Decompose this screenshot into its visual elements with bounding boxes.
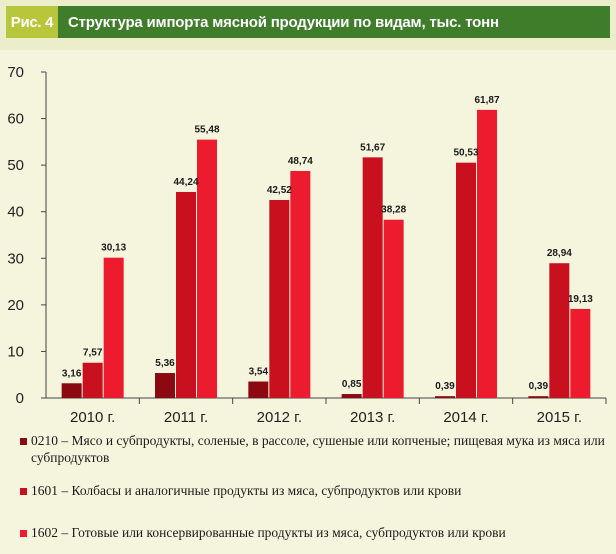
bar-2-5 bbox=[456, 162, 476, 398]
data-label: 0,85 bbox=[342, 379, 362, 390]
data-label: 50,53 bbox=[453, 148, 478, 159]
x-category-label: 2010 г. bbox=[70, 409, 115, 426]
legend-item-1601: 1601 – Колбасы и аналогичные продукты из… bbox=[20, 482, 461, 499]
data-label: 61,87 bbox=[474, 95, 499, 106]
bar-chart: 0 10 20 30 40 50 60 70 2010 г. 2011 г. 2012 г. 2013… bbox=[7, 64, 607, 426]
chart-data-labels: 3,167,57 30,13 5,36 44,24 55,48 3,54 42,52 48,7… bbox=[62, 95, 593, 392]
bar-2-2 bbox=[176, 191, 196, 398]
bar-1-2 bbox=[155, 373, 175, 398]
y-tick-label: 0 bbox=[16, 390, 24, 407]
legend-swatch-1602 bbox=[20, 530, 27, 537]
y-tick-label: 40 bbox=[7, 204, 24, 221]
data-label: 5,36 bbox=[155, 358, 175, 369]
data-label: 51,67 bbox=[360, 142, 385, 153]
bar-1-5 bbox=[435, 396, 455, 398]
data-label: 30,13 bbox=[101, 243, 126, 254]
bar-3-4 bbox=[383, 219, 404, 398]
bar-3-3 bbox=[290, 171, 311, 398]
y-tick-label: 20 bbox=[7, 297, 24, 314]
legend-label-0210: 0210 – Мясо и субпродукты, соленые, в ра… bbox=[31, 433, 605, 465]
x-category-label: 2012 г. bbox=[257, 409, 302, 426]
y-tick-label: 30 bbox=[7, 250, 24, 267]
x-category-label: 2011 г. bbox=[164, 409, 208, 426]
bar-1-3 bbox=[248, 381, 269, 398]
data-label: 38,28 bbox=[381, 205, 406, 216]
legend-swatch-1601 bbox=[20, 488, 27, 495]
data-label: 28,94 bbox=[547, 248, 572, 259]
data-label: 48,74 bbox=[288, 156, 313, 167]
bar-3-2 bbox=[197, 139, 217, 399]
bar-2-1 bbox=[82, 362, 103, 398]
figure-number-badge: Рис. 4 bbox=[6, 6, 58, 38]
legend-item-0210: 0210 – Мясо и субпродукты, соленые, в ра… bbox=[20, 432, 610, 466]
chart-axes: 0 10 20 30 40 50 60 70 2010 г. 2011 г. 2012 г. 2013… bbox=[7, 64, 607, 426]
bar-1-6 bbox=[528, 396, 549, 398]
data-label: 3,54 bbox=[249, 367, 269, 378]
legend-item-1602: 1602 – Готовые или консервированные прод… bbox=[20, 524, 506, 541]
data-label: 44,24 bbox=[173, 177, 198, 188]
chart-title: Структура импорта мясной продукции по ви… bbox=[58, 6, 610, 38]
bar-1-4 bbox=[341, 394, 362, 398]
data-label: 7,57 bbox=[83, 348, 103, 359]
legend-label-1602: 1602 – Готовые или консервированные прод… bbox=[31, 525, 506, 540]
data-label: 0,39 bbox=[435, 381, 455, 392]
bar-1-1 bbox=[61, 383, 82, 398]
bar-3-5 bbox=[477, 109, 497, 398]
data-label: 0,39 bbox=[529, 381, 549, 392]
x-category-label: 2015 г. bbox=[537, 409, 582, 426]
data-label: 42,52 bbox=[267, 185, 292, 196]
y-tick-label: 60 bbox=[7, 111, 24, 128]
x-category-label: 2014 г. bbox=[443, 409, 488, 426]
data-label: 19,13 bbox=[568, 294, 593, 305]
bar-2-4 bbox=[362, 157, 383, 398]
legend-swatch-0210 bbox=[20, 438, 27, 445]
y-tick-label: 50 bbox=[7, 157, 24, 174]
legend-label-1601: 1601 – Колбасы и аналогичные продукты из… bbox=[31, 483, 462, 498]
bar-3-1 bbox=[103, 257, 124, 398]
y-tick-label: 70 bbox=[7, 64, 24, 81]
data-label: 3,16 bbox=[62, 368, 82, 379]
bar-2-3 bbox=[269, 199, 290, 398]
figure-header: Рис. 4 Структура импорта мясной продукци… bbox=[0, 0, 616, 50]
y-tick-label: 10 bbox=[7, 343, 24, 360]
data-label: 55,48 bbox=[194, 125, 219, 136]
chart-bars bbox=[61, 109, 591, 399]
x-category-label: 2013 г. bbox=[350, 409, 395, 426]
bar-2-6 bbox=[549, 263, 570, 398]
bar-3-6 bbox=[570, 308, 591, 398]
